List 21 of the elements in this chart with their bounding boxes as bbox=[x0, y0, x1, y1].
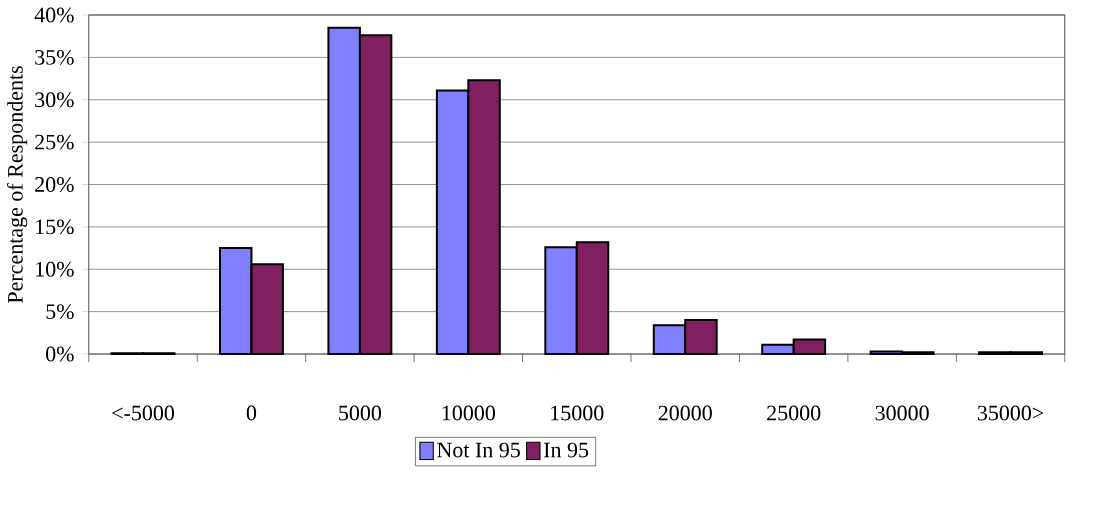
y-tick-label: 5% bbox=[46, 304, 74, 320]
legend-label: Not In 95 bbox=[437, 442, 520, 458]
y-tick-label: 40% bbox=[34, 7, 74, 23]
y-tick-label: 0% bbox=[46, 346, 74, 362]
y-tick-label: 25% bbox=[35, 134, 74, 150]
y-tick-label: 15% bbox=[36, 219, 74, 235]
y-tick-label: 20% bbox=[35, 177, 74, 192]
x-tick-label: 10000 bbox=[442, 405, 495, 421]
y-tick-label: 35% bbox=[35, 49, 74, 65]
y-tick-label: 30% bbox=[35, 92, 74, 108]
x-tick-label: 30000 bbox=[875, 405, 929, 421]
x-tick-label: 20000 bbox=[658, 405, 712, 421]
x-tick-label: 35000> bbox=[977, 405, 1044, 421]
x-tick-label: <-5000 bbox=[112, 405, 175, 421]
x-tick-label: 25000 bbox=[767, 405, 821, 421]
x-tick-label: 5000 bbox=[339, 405, 382, 421]
y-tick-label: 10% bbox=[36, 261, 74, 277]
legend-label: In 95 bbox=[543, 442, 589, 458]
x-tick-label: 15000 bbox=[551, 405, 604, 421]
y-axis-title: Percentage of Respondents bbox=[7, 66, 28, 304]
x-tick-label: 0 bbox=[246, 405, 257, 421]
